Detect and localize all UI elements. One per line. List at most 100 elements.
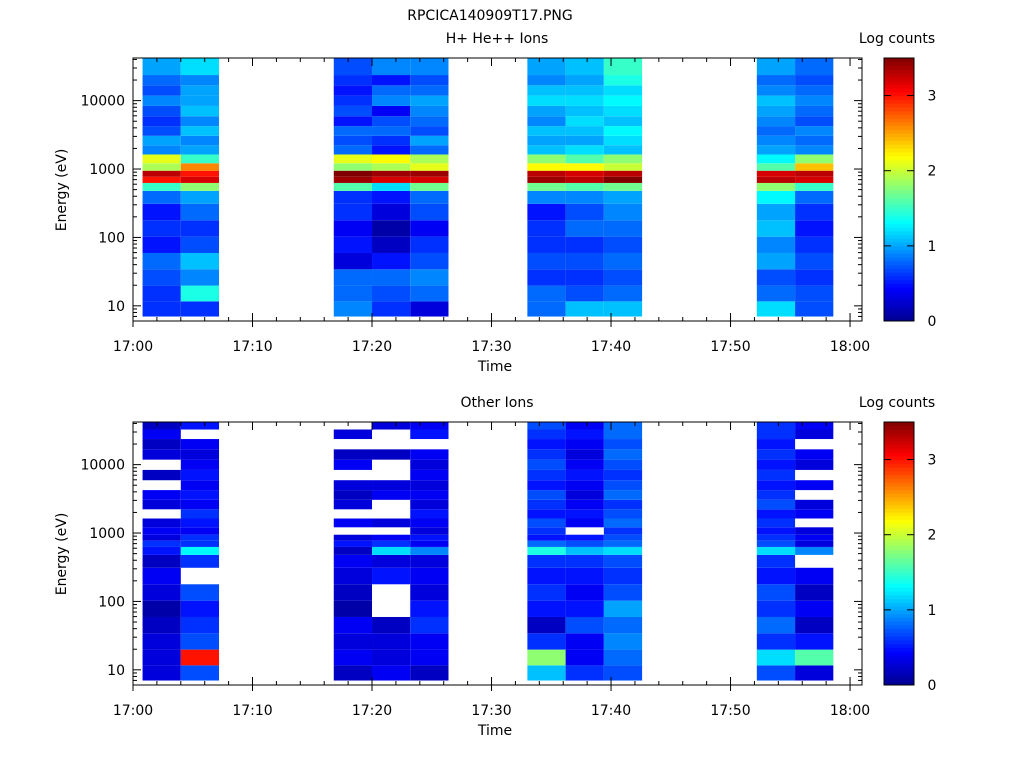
heatmap-cell bbox=[756, 490, 796, 500]
heatmap-cell bbox=[527, 170, 566, 177]
heatmap-cell bbox=[333, 145, 373, 155]
heatmap-cell bbox=[372, 633, 411, 650]
heatmap-cell bbox=[756, 203, 796, 221]
colorbar-swatch bbox=[884, 673, 914, 678]
colorbar-label: Log counts bbox=[859, 31, 935, 47]
heatmap-cell bbox=[756, 190, 796, 204]
colorbar-swatch bbox=[884, 485, 914, 491]
heatmap-cell bbox=[756, 252, 796, 270]
heatmap-cell bbox=[795, 190, 834, 204]
heatmap-cell bbox=[527, 301, 566, 317]
heatmap-cell bbox=[410, 95, 449, 106]
heatmap-cell bbox=[603, 546, 643, 555]
heatmap-cells bbox=[142, 58, 834, 317]
heatmap-cell bbox=[180, 154, 220, 164]
heatmap-cell bbox=[333, 490, 373, 500]
x-axis-label: Time bbox=[477, 723, 512, 739]
heatmap-cell bbox=[527, 190, 566, 204]
heatmap-cell bbox=[603, 220, 643, 237]
colorbar-swatch bbox=[884, 583, 914, 588]
heatmap-cell bbox=[410, 105, 449, 117]
heatmap-cell bbox=[603, 527, 643, 535]
heatmap-cell bbox=[756, 105, 796, 117]
heatmap-cell bbox=[756, 480, 796, 491]
heatmap-cell bbox=[527, 95, 566, 106]
colorbar-swatch bbox=[884, 666, 914, 671]
heatmap-cell bbox=[410, 633, 449, 650]
heatmap-cell bbox=[527, 534, 566, 541]
colorbar-swatch bbox=[884, 579, 914, 585]
y-tick-label: 10000 bbox=[80, 94, 125, 110]
heatmap-cell bbox=[180, 469, 220, 481]
heatmap-cell bbox=[603, 449, 643, 460]
colorbar-swatch bbox=[884, 681, 914, 686]
heatmap-cell bbox=[795, 85, 834, 96]
heatmap-cell bbox=[565, 546, 604, 555]
heatmap-cell bbox=[756, 126, 796, 136]
heatmap-cell bbox=[756, 58, 796, 66]
heatmap-cell bbox=[603, 269, 643, 286]
heatmap-cell bbox=[372, 490, 411, 500]
heatmap-cell bbox=[795, 499, 834, 510]
colorbar-swatch bbox=[884, 73, 914, 78]
heatmap-cell bbox=[410, 649, 449, 666]
heatmap-cell bbox=[410, 75, 449, 86]
heatmap-cell bbox=[603, 459, 643, 470]
heatmap-cell bbox=[180, 145, 220, 155]
colorbar-swatch bbox=[884, 287, 914, 292]
heatmap-cell bbox=[527, 540, 566, 547]
heatmap-cell bbox=[410, 182, 449, 191]
heatmap-cell bbox=[527, 65, 566, 76]
colorbar-swatch bbox=[884, 110, 914, 115]
x-tick-label: 18:00 bbox=[830, 703, 870, 719]
heatmap-cell bbox=[795, 135, 834, 146]
heatmap-cell bbox=[410, 154, 449, 164]
heatmap-cell bbox=[795, 546, 834, 555]
colorbar-swatch bbox=[884, 643, 914, 648]
heatmap-cell bbox=[180, 459, 220, 470]
colorbar-swatch bbox=[884, 260, 914, 266]
colorbar-swatch bbox=[884, 144, 914, 149]
colorbar-swatch bbox=[884, 636, 914, 641]
heatmap-cell bbox=[527, 527, 566, 535]
heatmap-cell bbox=[410, 584, 449, 601]
heatmap-cell bbox=[565, 95, 604, 106]
heatmap-cell bbox=[603, 499, 643, 510]
heatmap-cell bbox=[142, 203, 181, 221]
heatmap-cell bbox=[527, 499, 566, 510]
heatmap-cell bbox=[565, 459, 604, 470]
heatmap-cell bbox=[795, 236, 834, 253]
heatmap-cell bbox=[142, 439, 181, 450]
colorbar-swatch bbox=[884, 69, 914, 74]
colorbar-swatch bbox=[884, 429, 914, 434]
heatmap-cell bbox=[142, 116, 181, 127]
colorbar-swatch bbox=[884, 561, 914, 566]
heatmap-cell bbox=[565, 170, 604, 177]
heatmap-cell bbox=[756, 534, 796, 541]
heatmap-cell bbox=[372, 58, 411, 66]
heatmap-cell bbox=[142, 236, 181, 253]
heatmap-cell bbox=[756, 584, 796, 601]
y-tick-label: 10 bbox=[107, 663, 125, 679]
colorbar-swatch bbox=[884, 230, 914, 236]
heatmap-cell bbox=[756, 554, 796, 568]
heatmap-cell bbox=[333, 75, 373, 86]
heatmap-cell bbox=[333, 429, 373, 440]
y-tick-label: 10 bbox=[107, 299, 125, 315]
figure-title: RPCICA140909T17.PNG bbox=[407, 8, 572, 24]
heatmap-cell bbox=[527, 480, 566, 491]
heatmap-cell bbox=[795, 126, 834, 136]
colorbar-swatch bbox=[884, 200, 914, 206]
heatmap-cell bbox=[527, 584, 566, 601]
heatmap-cell bbox=[795, 480, 834, 491]
colorbar-swatch bbox=[884, 95, 914, 100]
heatmap-cell bbox=[333, 633, 373, 650]
plot-frame bbox=[132, 57, 863, 322]
heatmap-cell bbox=[372, 567, 411, 585]
heatmap-cell bbox=[180, 58, 220, 66]
heatmap-cell bbox=[795, 252, 834, 270]
heatmap-cell bbox=[333, 546, 373, 555]
heatmap-cell bbox=[180, 439, 220, 450]
heatmap-cell bbox=[410, 135, 449, 146]
colorbar-swatch bbox=[884, 125, 914, 130]
